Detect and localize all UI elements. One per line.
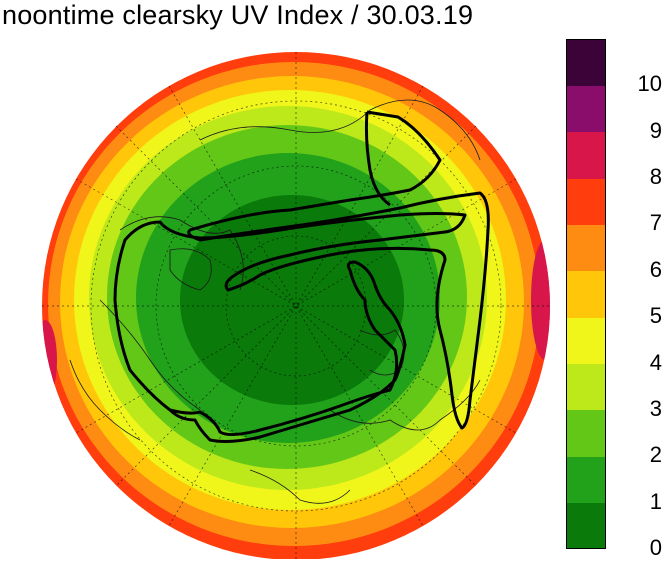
colorbar-label-7: 7 — [649, 210, 662, 236]
colorbar-label-8: 8 — [649, 164, 662, 190]
colorbar-swatch-1 — [566, 456, 606, 504]
colorbar-label-1: 1 — [649, 488, 662, 514]
colorbar-swatch-2 — [566, 409, 606, 457]
colorbar-swatch-0 — [566, 502, 606, 550]
colorbar-swatch-3 — [566, 363, 606, 411]
colorbar-swatch-5 — [566, 270, 606, 318]
colorbar-swatch-10 — [566, 39, 606, 86]
colorbar-label-6: 6 — [649, 256, 662, 282]
map-title: noontime clearsky UV Index / 30.03.19 — [2, 0, 474, 30]
colorbar-label-10: 10 — [637, 71, 662, 97]
colorbar-label-9: 9 — [649, 117, 662, 143]
colorbar-label-4: 4 — [649, 349, 662, 375]
colorbar-swatch-9 — [566, 85, 606, 133]
uv-field — [42, 52, 550, 559]
colorbar-label-0: 0 — [649, 535, 662, 560]
colorbar-label-3: 3 — [649, 395, 662, 421]
colorbar-swatch-6 — [566, 224, 606, 272]
colorbar-label-5: 5 — [649, 303, 662, 329]
colorbar-swatch-7 — [566, 178, 606, 225]
colorbar-label-2: 2 — [649, 442, 662, 468]
colorbar-swatch-8 — [566, 131, 606, 179]
contour-line — [113, 110, 490, 443]
uv-high-patch-west — [42, 320, 57, 400]
colorbar-swatch-4 — [566, 317, 606, 365]
uv-high-patch-east — [531, 240, 550, 360]
